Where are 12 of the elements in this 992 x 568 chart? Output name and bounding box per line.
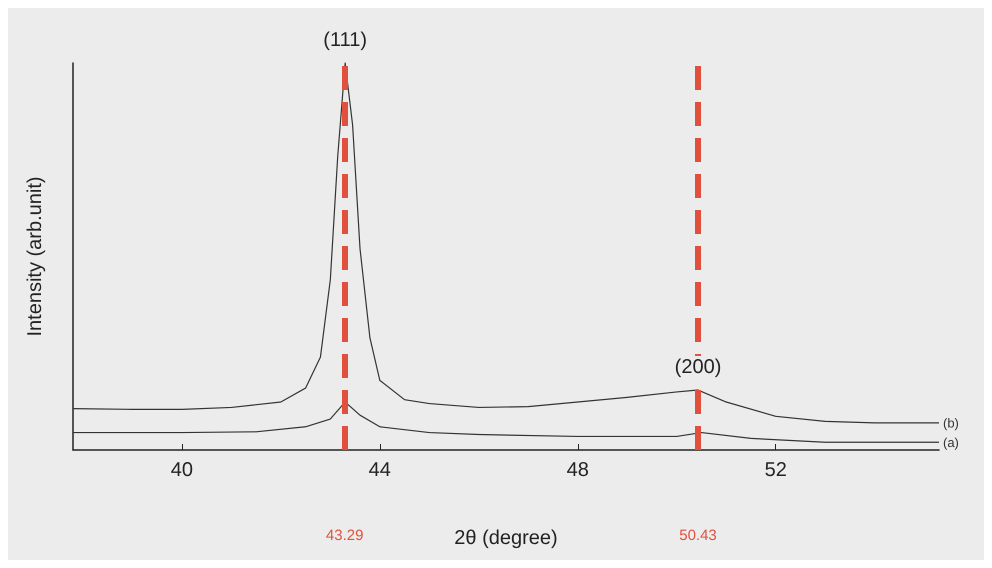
x-tick-label: 48 [566,459,589,481]
ref-line-label: 50.43 [679,527,717,544]
annotation: (111) [323,29,368,51]
x-tick-label: 40 [170,459,193,481]
y-axis-title: Intensity (arb.unit) [24,176,46,337]
ref-line-label: 43.29 [326,527,364,544]
series-label: (b) [943,415,959,430]
series-label: (a) [943,434,959,450]
x-tick-label: 52 [764,459,787,481]
annotation: (200) [674,356,722,378]
x-axis-title: 2θ (degree) [454,527,558,549]
x-tick-label: 44 [368,459,391,481]
